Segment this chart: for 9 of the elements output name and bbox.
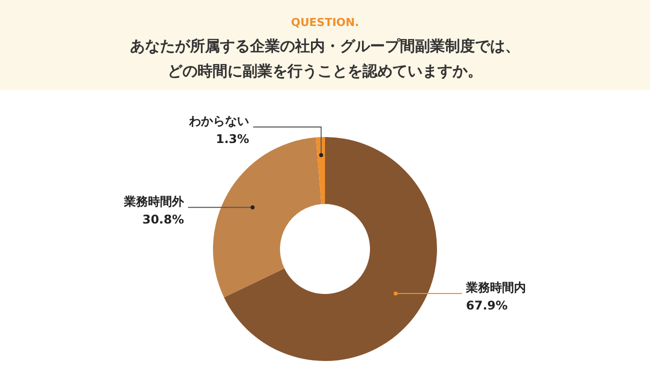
data-label: 67.9% xyxy=(466,298,508,313)
slice-label: 業務時間内 xyxy=(465,280,526,295)
data-label: 1.3% xyxy=(216,132,250,146)
donut-slice xyxy=(316,137,325,204)
slice-label: わからない xyxy=(188,114,250,128)
chart-title: あなたが所属する企業の社内・グループ間副業制度では、どの時間に副業を行うことを認めていますか。 xyxy=(130,37,520,80)
slice-label: 業務時間外 xyxy=(123,194,185,208)
data-label: 30.8% xyxy=(142,212,184,226)
chart-subtitle: QUESTION. xyxy=(290,16,360,29)
